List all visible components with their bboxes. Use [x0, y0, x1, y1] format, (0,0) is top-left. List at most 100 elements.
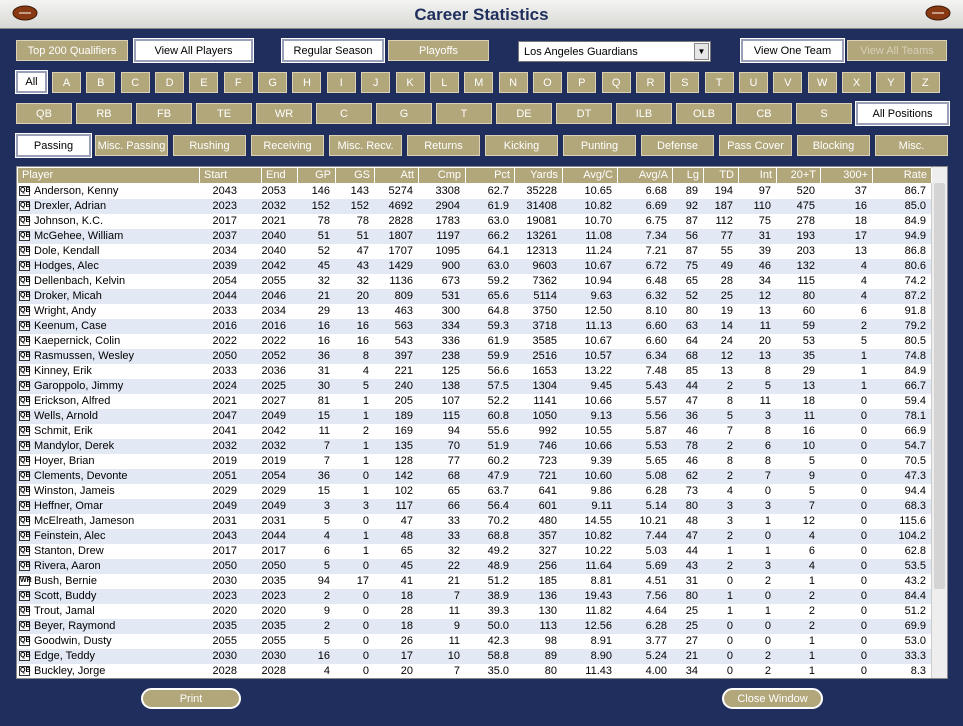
- table-row[interactable]: QB Edge, Teddy 2030 2030 16 0 17 10 58.8 89 8.90 5.…: [17, 649, 931, 664]
- button[interactable]: G: [258, 72, 288, 93]
- column-header[interactable]: Player: [18, 168, 200, 183]
- button[interactable]: Misc. Recv.: [329, 135, 402, 156]
- button[interactable]: CB: [736, 103, 792, 124]
- button[interactable]: S: [796, 103, 852, 124]
- button[interactable]: I: [326, 72, 356, 93]
- button[interactable]: A: [52, 72, 81, 93]
- table-row[interactable]: QB Johnson, K.C. 2017 2021 78 78 2828 1783 63.0 1…: [17, 214, 931, 229]
- column-header[interactable]: End: [262, 168, 298, 183]
- table-row[interactable]: QB Hodges, Alec 2039 2042 45 43 1429 900 63.0 960…: [17, 259, 931, 274]
- dropdown-arrow[interactable]: ▼: [694, 43, 709, 60]
- button[interactable]: P: [567, 72, 597, 93]
- column-header[interactable]: Att: [375, 168, 419, 183]
- button[interactable]: S: [670, 72, 700, 93]
- button[interactable]: E: [189, 72, 219, 93]
- table-row[interactable]: QB Trout, Jamal 2020 2020 9 0 28 11 39.3 130 11.82…: [17, 604, 931, 619]
- button[interactable]: V: [773, 72, 803, 93]
- button[interactable]: Blocking: [797, 135, 870, 156]
- button[interactable]: Kicking: [485, 135, 558, 156]
- button[interactable]: W: [807, 72, 837, 93]
- table-row[interactable]: QB Dellenbach, Kelvin 2054 2055 32 32 1136 673 5…: [17, 274, 931, 289]
- table-row[interactable]: QB Hoyer, Brian 2019 2019 7 1 128 77 60.2 723 9.39…: [17, 454, 931, 469]
- table-row[interactable]: QB Rasmussen, Wesley 2050 2052 36 8 397 238 59.9…: [17, 349, 931, 364]
- table-row[interactable]: QB Kinney, Erik 2033 2036 31 4 221 125 56.6 1653 1…: [17, 364, 931, 379]
- button[interactable]: C: [316, 103, 372, 124]
- footer-button[interactable]: Print: [141, 688, 241, 709]
- button[interactable]: Defense: [641, 135, 714, 156]
- table-row[interactable]: QB Mandylor, Derek 2032 2032 7 1 135 70 51.9 746 1…: [17, 439, 931, 454]
- button[interactable]: J: [361, 72, 391, 93]
- button[interactable]: G: [376, 103, 432, 124]
- button[interactable]: Playoffs: [388, 40, 489, 61]
- table-row[interactable]: QB Stanton, Drew 2017 2017 6 1 65 32 49.2 327 10.2…: [17, 544, 931, 559]
- button[interactable]: Punting: [563, 135, 636, 156]
- button[interactable]: Misc.: [875, 135, 948, 156]
- button[interactable]: Receiving: [251, 135, 324, 156]
- button[interactable]: DE: [496, 103, 552, 124]
- column-header[interactable]: TD: [704, 168, 739, 183]
- button[interactable]: Regular Season: [281, 38, 385, 63]
- button[interactable]: U: [739, 72, 768, 93]
- table-row[interactable]: QB Clements, Devonte 2051 2054 36 0 142 68 47.9 7…: [17, 469, 931, 484]
- button[interactable]: OLB: [676, 103, 732, 124]
- button[interactable]: F: [223, 72, 253, 93]
- scrollbar[interactable]: [931, 167, 947, 678]
- table-row[interactable]: QB Heffner, Omar 2049 2049 3 3 117 66 56.4 601 9.1…: [17, 499, 931, 514]
- table-row[interactable]: QB Rivera, Aaron 2050 2050 5 0 45 22 48.9 256 11.6…: [17, 559, 931, 574]
- column-header[interactable]: Int: [739, 168, 777, 183]
- table-row[interactable]: QB Goodwin, Dusty 2055 2055 5 0 26 11 42.3 98 8.91…: [17, 634, 931, 649]
- button[interactable]: Rushing: [173, 135, 246, 156]
- column-header[interactable]: Yards: [515, 168, 563, 183]
- column-header[interactable]: Pct: [466, 168, 515, 183]
- table-row[interactable]: QB Erickson, Alfred 2021 2027 81 1 205 107 52.2 1…: [17, 394, 931, 409]
- table-row[interactable]: QB Winston, Jameis 2029 2029 15 1 102 65 63.7 641…: [17, 484, 931, 499]
- button[interactable]: DT: [556, 103, 612, 124]
- table-row[interactable]: QB Scott, Buddy 2023 2023 2 0 18 7 38.9 136 19.43 7…: [17, 589, 931, 604]
- button[interactable]: View One Team: [740, 38, 845, 63]
- column-header[interactable]: GP: [298, 168, 336, 183]
- table-row[interactable]: QB Beyer, Raymond 2035 2035 2 0 18 9 50.0 113 12.5…: [17, 619, 931, 634]
- table-row[interactable]: QB Keenum, Case 2016 2016 16 16 563 334 59.3 3718…: [17, 319, 931, 334]
- button[interactable]: T: [436, 103, 492, 124]
- button[interactable]: O: [532, 72, 562, 93]
- button[interactable]: Y: [876, 72, 906, 93]
- table-row[interactable]: QB McElreath, Jameson 2031 2031 5 0 47 33 70.2 48…: [17, 514, 931, 529]
- button[interactable]: L: [429, 72, 459, 93]
- button[interactable]: ILB: [616, 103, 672, 124]
- column-header[interactable]: Rate: [873, 168, 932, 183]
- table-row[interactable]: QB Anderson, Kenny 2043 2053 146 143 5274 3308 6…: [17, 184, 931, 199]
- team-dropdown[interactable]: Los Angeles Guardians ▼: [518, 41, 711, 62]
- button[interactable]: All: [15, 70, 48, 94]
- column-header[interactable]: Avg/C: [563, 168, 618, 183]
- button[interactable]: Q: [601, 72, 631, 93]
- button[interactable]: QB: [16, 103, 72, 124]
- button[interactable]: Z: [910, 72, 940, 93]
- button[interactable]: H: [292, 72, 322, 93]
- table-row[interactable]: QB Kaepernick, Colin 2022 2022 16 16 543 336 61.…: [17, 334, 931, 349]
- button[interactable]: B: [86, 72, 116, 93]
- button[interactable]: C: [120, 72, 150, 93]
- button[interactable]: Pass Cover: [719, 135, 792, 156]
- button[interactable]: Returns: [407, 135, 480, 156]
- button[interactable]: X: [842, 72, 872, 93]
- table-row[interactable]: QB Buckley, Jorge 2028 2028 4 0 20 7 35.0 80 11.43…: [17, 664, 931, 678]
- column-header[interactable]: 300+: [821, 168, 873, 183]
- button[interactable]: View All Teams: [847, 40, 947, 61]
- button[interactable]: K: [395, 72, 425, 93]
- button[interactable]: Top 200 Qualifiers: [16, 40, 128, 61]
- button[interactable]: View All Players: [133, 38, 254, 63]
- button[interactable]: All Positions: [855, 101, 950, 126]
- button[interactable]: RB: [76, 103, 132, 124]
- scroll-thumb[interactable]: [934, 183, 945, 589]
- table-row[interactable]: QB McGehee, William 2037 2040 51 51 1807 1197 66…: [17, 229, 931, 244]
- button[interactable]: TE: [196, 103, 252, 124]
- table-row[interactable]: WR Bush, Bernie 2030 2035 94 17 41 21 51.2 185 8.8…: [17, 574, 931, 589]
- table-row[interactable]: QB Drexler, Adrian 2023 2032 152 152 4692 2904 6…: [17, 199, 931, 214]
- table-row[interactable]: QB Wright, Andy 2033 2034 29 13 463 300 64.8 3750…: [17, 304, 931, 319]
- button[interactable]: T: [704, 72, 734, 93]
- table-row[interactable]: QB Wells, Arnold 2047 2049 15 1 189 115 60.8 1050…: [17, 409, 931, 424]
- table-row[interactable]: QB Feinstein, Alec 2043 2044 4 1 48 33 68.8 357 10…: [17, 529, 931, 544]
- button[interactable]: WR: [256, 103, 312, 124]
- column-header[interactable]: Avg/A: [618, 168, 673, 183]
- button[interactable]: FB: [136, 103, 192, 124]
